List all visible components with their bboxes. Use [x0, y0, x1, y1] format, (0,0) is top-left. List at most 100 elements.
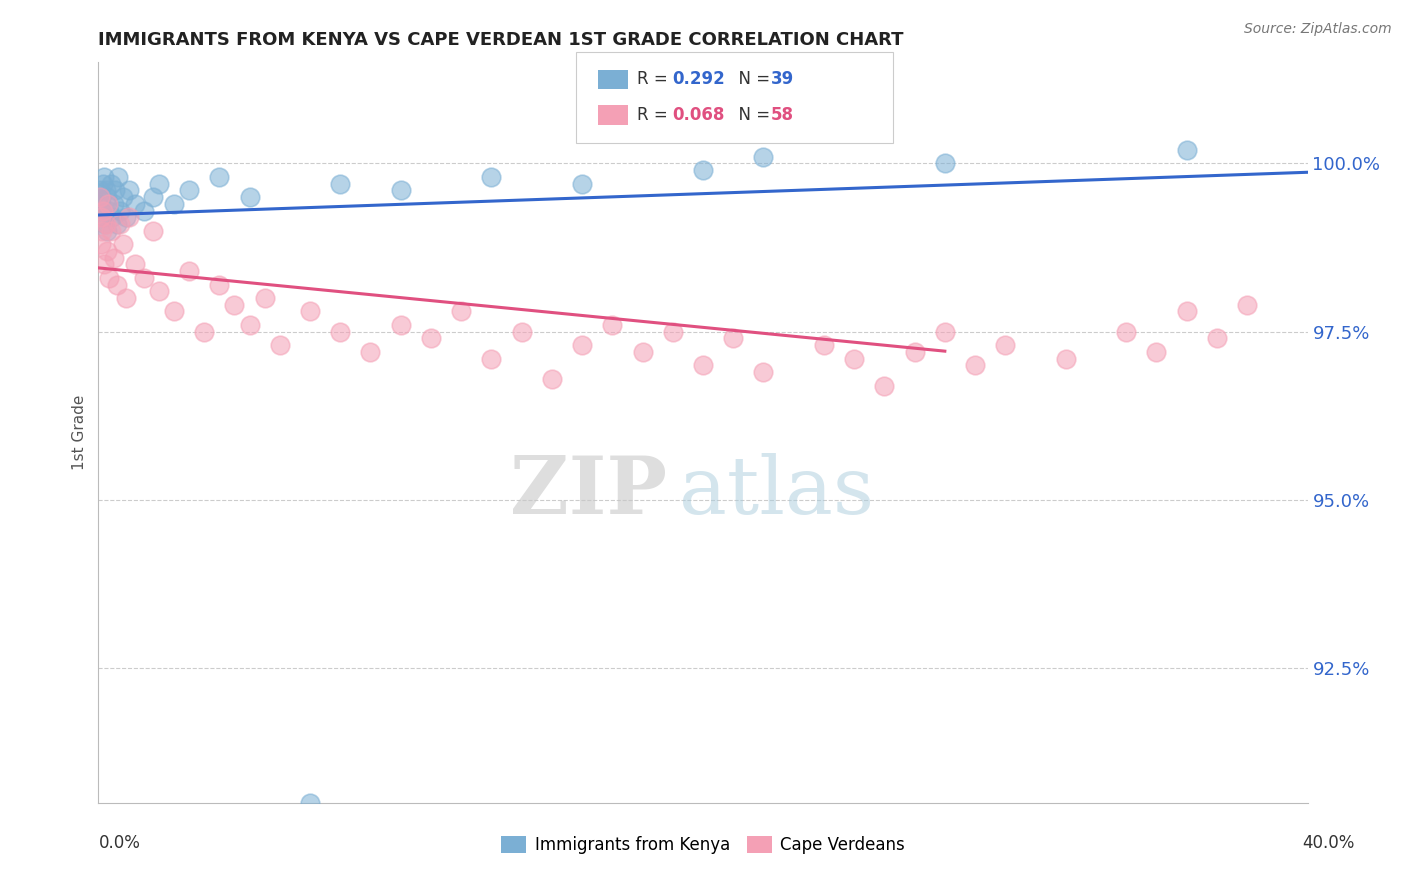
Point — [329, 177, 352, 191]
Point — [329, 325, 352, 339]
Point — [179, 183, 201, 197]
Point — [94, 183, 117, 197]
Point — [692, 359, 714, 373]
Point — [142, 224, 165, 238]
Text: atlas: atlas — [679, 453, 875, 531]
Point — [108, 217, 131, 231]
Text: 58: 58 — [770, 106, 793, 124]
Point — [239, 318, 262, 332]
Point — [124, 257, 146, 271]
Text: IMMIGRANTS FROM KENYA VS CAPE VERDEAN 1ST GRADE CORRELATION CHART: IMMIGRANTS FROM KENYA VS CAPE VERDEAN 1S… — [98, 31, 904, 49]
Point — [104, 183, 127, 197]
Point — [98, 203, 121, 218]
Point — [91, 203, 114, 218]
Point — [904, 344, 927, 359]
Point — [163, 304, 186, 318]
Point — [224, 298, 246, 312]
Point — [1236, 298, 1258, 312]
Point — [105, 277, 128, 292]
Point — [103, 251, 125, 265]
Point — [813, 338, 835, 352]
Point — [934, 325, 956, 339]
Text: R =: R = — [637, 106, 673, 124]
Point — [93, 211, 115, 225]
Point — [253, 291, 276, 305]
Point — [179, 264, 201, 278]
Point — [148, 285, 170, 299]
Point — [96, 224, 118, 238]
Point — [752, 150, 775, 164]
Point — [1144, 344, 1167, 359]
Text: 39: 39 — [770, 70, 794, 88]
Point — [602, 318, 624, 332]
Point — [91, 177, 114, 191]
Point — [723, 331, 745, 345]
Point — [844, 351, 866, 366]
Point — [934, 156, 956, 170]
Point — [661, 325, 683, 339]
Point — [108, 203, 131, 218]
Text: 0.068: 0.068 — [672, 106, 724, 124]
Point — [90, 211, 112, 225]
Point — [93, 257, 115, 271]
Point — [481, 169, 503, 184]
Point — [239, 190, 262, 204]
Point — [1175, 143, 1198, 157]
Point — [100, 224, 122, 238]
Point — [91, 224, 114, 238]
Point — [1115, 325, 1137, 339]
Text: 40.0%: 40.0% — [1302, 834, 1355, 852]
Point — [994, 338, 1017, 352]
Point — [873, 378, 896, 392]
Point — [1175, 304, 1198, 318]
Point — [94, 217, 117, 231]
Point — [142, 190, 165, 204]
Point — [89, 183, 111, 197]
Point — [111, 237, 134, 252]
Point — [118, 211, 141, 225]
Point — [89, 190, 111, 204]
Point — [1206, 331, 1229, 345]
Text: N =: N = — [728, 106, 776, 124]
Point — [96, 190, 118, 204]
Text: Source: ZipAtlas.com: Source: ZipAtlas.com — [1244, 22, 1392, 37]
Point — [299, 796, 322, 810]
Point — [101, 211, 124, 225]
Point — [571, 338, 593, 352]
Point — [96, 244, 118, 258]
Point — [752, 365, 775, 379]
Point — [90, 196, 112, 211]
Point — [420, 331, 443, 345]
Point — [965, 359, 987, 373]
Point — [118, 183, 141, 197]
Text: ZIP: ZIP — [510, 453, 666, 531]
Point — [571, 177, 593, 191]
Point — [163, 196, 186, 211]
Point — [510, 325, 533, 339]
Point — [481, 351, 503, 366]
Point — [450, 304, 472, 318]
Text: N =: N = — [728, 70, 776, 88]
Point — [97, 196, 120, 211]
Point — [107, 169, 129, 184]
Point — [269, 338, 291, 352]
Point — [193, 325, 215, 339]
Text: R =: R = — [637, 70, 673, 88]
Point — [148, 177, 170, 191]
Point — [98, 270, 121, 285]
Point — [540, 372, 562, 386]
Y-axis label: 1st Grade: 1st Grade — [72, 395, 87, 470]
Point — [132, 270, 155, 285]
Point — [114, 291, 136, 305]
Point — [114, 211, 136, 225]
Point — [389, 183, 412, 197]
Point — [94, 217, 117, 231]
Point — [90, 237, 112, 252]
Point — [90, 190, 112, 204]
Point — [111, 190, 134, 204]
Point — [103, 196, 125, 211]
Point — [208, 169, 231, 184]
Point — [1054, 351, 1077, 366]
Text: 0.292: 0.292 — [672, 70, 725, 88]
Point — [124, 196, 146, 211]
